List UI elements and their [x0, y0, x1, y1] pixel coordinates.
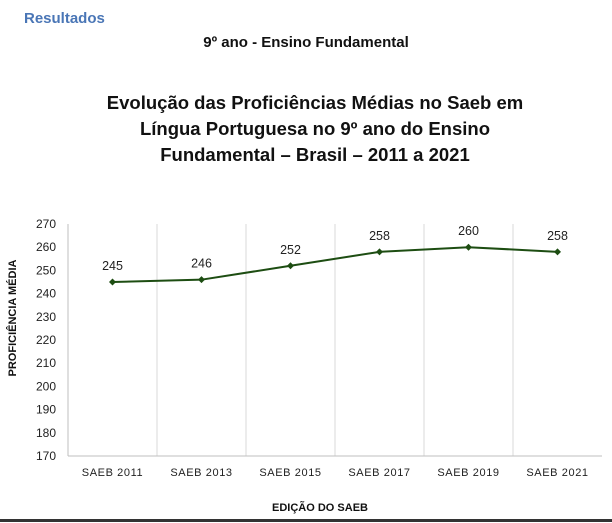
series-line	[112, 246, 558, 283]
x-tick-label: SAEB 2017	[348, 467, 410, 479]
y-tick-label: 180	[36, 426, 56, 440]
x-tick-label: SAEB 2021	[526, 467, 588, 479]
x-tick-label: SAEB 2015	[259, 467, 321, 479]
x-tick-label: SAEB 2011	[82, 467, 143, 479]
label-layer: 245 246 252 258 260 258	[102, 224, 568, 273]
data-point-marker	[287, 262, 294, 270]
chart-title-line-1: Evolução das Proficiências Médias no Sae…	[106, 92, 524, 113]
data-label: 258	[547, 229, 568, 243]
x-tick-label: SAEB 2019	[437, 467, 499, 479]
data-point-marker	[109, 278, 116, 286]
data-label: 252	[280, 243, 301, 257]
series-layer	[109, 243, 561, 286]
data-label: 260	[458, 224, 479, 238]
x-tick-label: SAEB 2013	[170, 467, 232, 479]
y-tick-label: 270	[36, 217, 56, 231]
y-tick-label: 210	[36, 356, 56, 370]
y-tick-label: 200	[36, 379, 56, 393]
y-tick-label: 170	[36, 449, 56, 463]
data-point-marker	[465, 243, 472, 251]
data-point-marker	[198, 276, 205, 284]
data-label: 246	[191, 257, 212, 271]
data-label: 245	[102, 259, 123, 273]
grid-layer	[156, 224, 514, 456]
y-tick-label: 220	[36, 333, 56, 347]
y-tick-label: 190	[36, 403, 56, 417]
axis-layer: 170 180 190 200 210 220 230 240 250 260 270 SAEB 20…	[36, 217, 602, 479]
chart-title-line-3: Fundamental – Brasil – 2011 a 2021	[160, 144, 470, 165]
page-subtitle: 9º ano - Ensino Fundamental	[203, 34, 409, 51]
data-point-marker	[554, 248, 561, 256]
data-label: 258	[369, 229, 390, 243]
chart-title: Evolução das Proficiências Médias no Sae…	[80, 90, 550, 168]
y-tick-label: 250	[36, 263, 56, 277]
y-tick-label: 230	[36, 310, 56, 324]
y-axis-title: PROFICIÊNCIA MÉDIA	[6, 259, 19, 376]
y-tick-label: 240	[36, 287, 56, 301]
y-tick-label: 260	[36, 240, 56, 254]
chart-title-line-2: Língua Portuguesa no 9º ano do Ensino	[139, 118, 491, 139]
section-label: Resultados	[24, 10, 105, 27]
bottom-rule	[0, 519, 612, 522]
x-axis-title: EDIÇÃO DO SAEB	[272, 501, 368, 514]
data-point-marker	[376, 248, 383, 256]
